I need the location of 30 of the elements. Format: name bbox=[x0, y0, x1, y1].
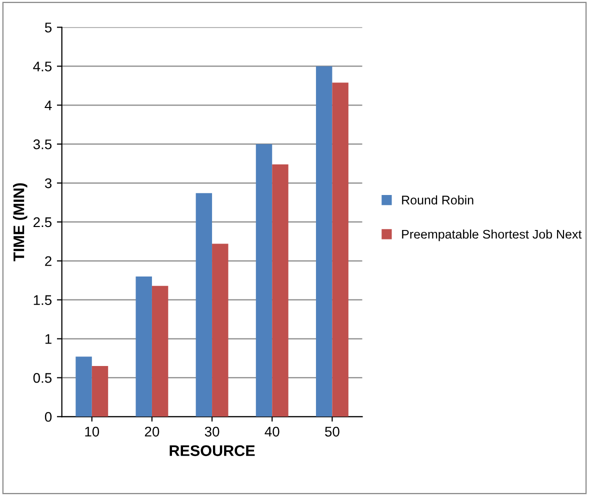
bar bbox=[272, 164, 288, 417]
bar bbox=[92, 366, 108, 417]
bar bbox=[196, 193, 212, 417]
y-tick-label: 3.5 bbox=[33, 139, 52, 150]
y-tick-label: 5 bbox=[44, 22, 52, 32]
bar bbox=[316, 66, 332, 417]
legend-label: Round Robin bbox=[402, 195, 474, 205]
bar bbox=[256, 144, 272, 417]
bar bbox=[332, 82, 348, 417]
legend-label: Preempatable Shortest Job Next bbox=[402, 229, 582, 242]
y-tick-label: 3 bbox=[44, 178, 52, 188]
y-tick-label: 4.5 bbox=[33, 62, 52, 72]
y-tick-label: 2 bbox=[45, 256, 52, 266]
y-tick-label: 1 bbox=[45, 334, 52, 344]
x-tick-label: 10 bbox=[85, 426, 100, 437]
x-tick-label: 30 bbox=[204, 426, 220, 437]
bar bbox=[136, 276, 152, 417]
y-tick-label: 4 bbox=[44, 100, 52, 110]
y-tick-label: 2.5 bbox=[34, 217, 52, 228]
x-tick-label: 20 bbox=[144, 426, 160, 437]
bar bbox=[76, 356, 92, 417]
x-tick-label: 50 bbox=[325, 426, 340, 437]
y-tick-label: 1.5 bbox=[34, 295, 52, 305]
x-tick-label: 40 bbox=[264, 426, 280, 437]
y-tick-label: 0 bbox=[44, 412, 52, 422]
bar bbox=[152, 286, 168, 417]
x-axis-title: RESOURCE bbox=[170, 445, 255, 456]
y-axis-title: TIME (MIN) bbox=[13, 183, 28, 262]
y-tick-label: 0.5 bbox=[33, 373, 52, 383]
bar bbox=[212, 244, 228, 417]
